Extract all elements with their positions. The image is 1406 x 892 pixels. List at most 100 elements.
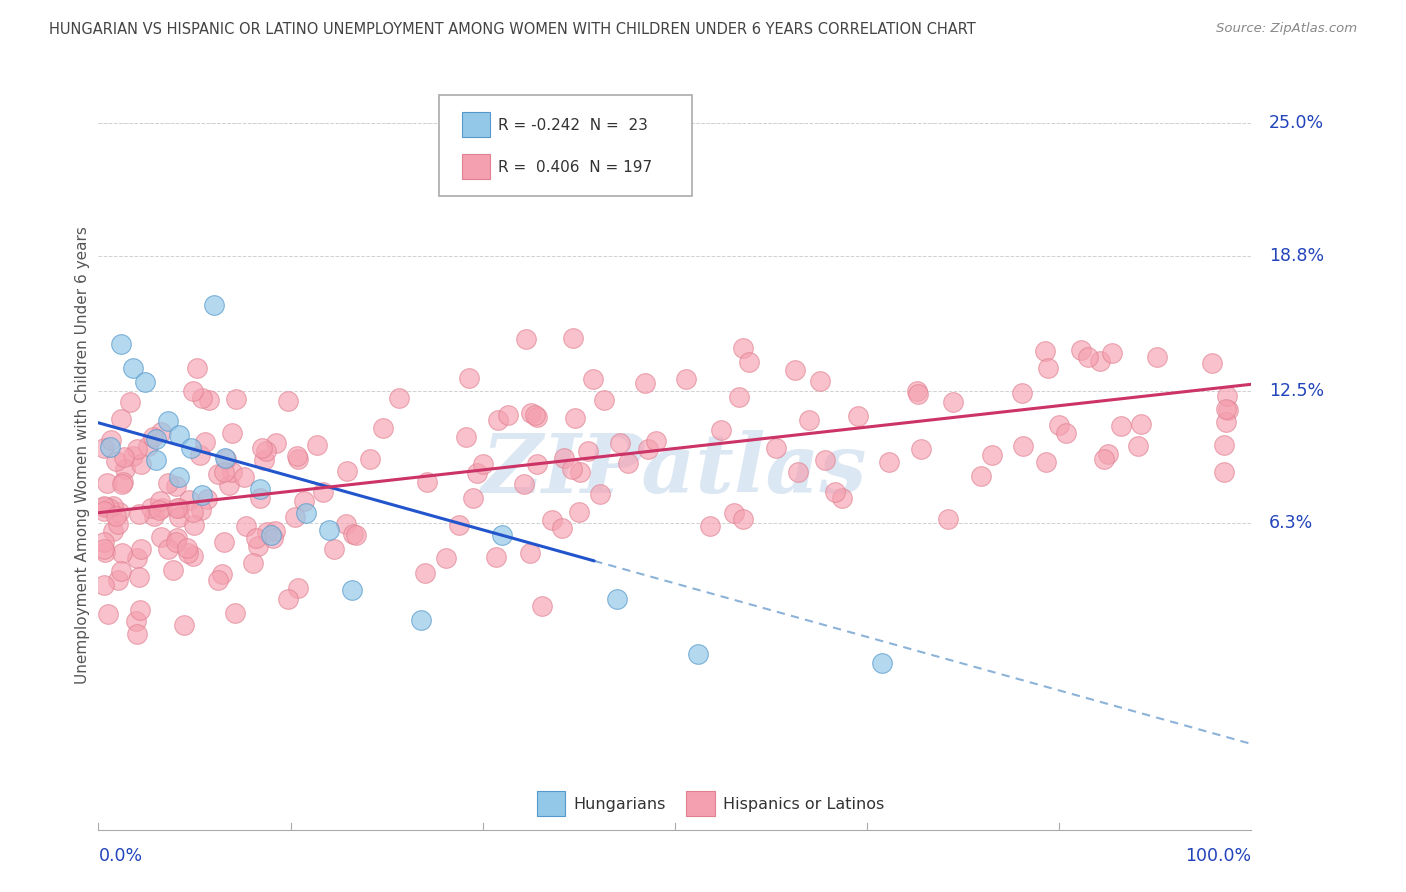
Text: 25.0%: 25.0%	[1268, 114, 1324, 132]
Point	[1011, 385, 1033, 400]
Point	[335, 516, 357, 531]
Point	[194, 434, 217, 449]
Point	[202, 298, 225, 312]
Point	[207, 573, 229, 587]
Point	[942, 395, 965, 409]
FancyBboxPatch shape	[686, 791, 716, 816]
Point	[342, 526, 364, 541]
Point	[846, 409, 869, 424]
Point	[167, 510, 190, 524]
Point	[214, 451, 236, 466]
Point	[176, 541, 198, 556]
Point	[728, 390, 751, 404]
Point	[1047, 417, 1070, 432]
Point	[637, 442, 659, 457]
Point	[589, 487, 612, 501]
Point	[526, 409, 548, 424]
Point	[1092, 451, 1115, 466]
Point	[218, 478, 240, 492]
Point	[191, 391, 214, 405]
Point	[93, 535, 115, 549]
Point	[150, 425, 173, 439]
Point	[173, 618, 195, 632]
Point	[1212, 466, 1234, 480]
Point	[731, 512, 754, 526]
Point	[471, 457, 494, 471]
Point	[186, 360, 208, 375]
Point	[114, 462, 136, 476]
Point	[93, 541, 115, 556]
Point	[808, 374, 831, 388]
Point	[207, 467, 229, 481]
Point	[799, 413, 821, 427]
Point	[256, 525, 278, 540]
Point	[253, 453, 276, 467]
Point	[97, 607, 120, 622]
Point	[415, 475, 437, 490]
Point	[125, 551, 148, 566]
Point	[1054, 426, 1077, 441]
Point	[181, 549, 204, 563]
Point	[266, 435, 288, 450]
Point	[176, 545, 198, 559]
Point	[1130, 417, 1153, 431]
Point	[145, 453, 167, 467]
Point	[233, 470, 256, 484]
Point	[162, 563, 184, 577]
Point	[1033, 344, 1056, 359]
Point	[212, 534, 235, 549]
Point	[150, 530, 173, 544]
Point	[242, 556, 264, 570]
Point	[1101, 346, 1123, 360]
Point	[111, 546, 134, 560]
Point	[1146, 350, 1168, 364]
Point	[564, 411, 586, 425]
Text: 18.8%: 18.8%	[1268, 247, 1324, 265]
Point	[125, 614, 148, 628]
Point	[93, 499, 115, 513]
Point	[336, 464, 359, 478]
Point	[256, 444, 278, 458]
Y-axis label: Unemployment Among Women with Children Under 6 years: Unemployment Among Women with Children U…	[75, 226, 90, 684]
FancyBboxPatch shape	[439, 95, 692, 196]
Point	[149, 494, 172, 508]
Text: Hungarians: Hungarians	[574, 797, 666, 812]
Point	[738, 355, 761, 369]
Point	[249, 482, 271, 496]
Point	[1012, 439, 1035, 453]
Point	[645, 434, 668, 448]
FancyBboxPatch shape	[461, 154, 491, 179]
Point	[101, 499, 124, 513]
Point	[1215, 402, 1237, 417]
Point	[105, 453, 128, 467]
Point	[879, 455, 901, 469]
Point	[150, 501, 173, 516]
Point	[166, 500, 188, 515]
Text: 100.0%: 100.0%	[1185, 847, 1251, 864]
Point	[165, 479, 187, 493]
Point	[188, 448, 211, 462]
FancyBboxPatch shape	[537, 791, 565, 816]
Point	[814, 452, 837, 467]
Point	[582, 372, 605, 386]
Point	[970, 468, 993, 483]
Point	[190, 502, 212, 516]
Point	[121, 449, 143, 463]
Point	[183, 518, 205, 533]
Point	[576, 443, 599, 458]
Point	[166, 531, 188, 545]
Point	[221, 465, 243, 479]
Point	[526, 457, 548, 471]
Text: R = -0.242  N =  23: R = -0.242 N = 23	[499, 118, 648, 133]
FancyBboxPatch shape	[461, 112, 491, 137]
Point	[128, 507, 150, 521]
Point	[284, 510, 307, 524]
Point	[93, 503, 115, 517]
Point	[831, 491, 853, 505]
Point	[112, 450, 135, 464]
Point	[128, 569, 150, 583]
Point	[520, 406, 543, 420]
Point	[675, 372, 697, 386]
Point	[322, 542, 344, 557]
Point	[1215, 415, 1237, 429]
